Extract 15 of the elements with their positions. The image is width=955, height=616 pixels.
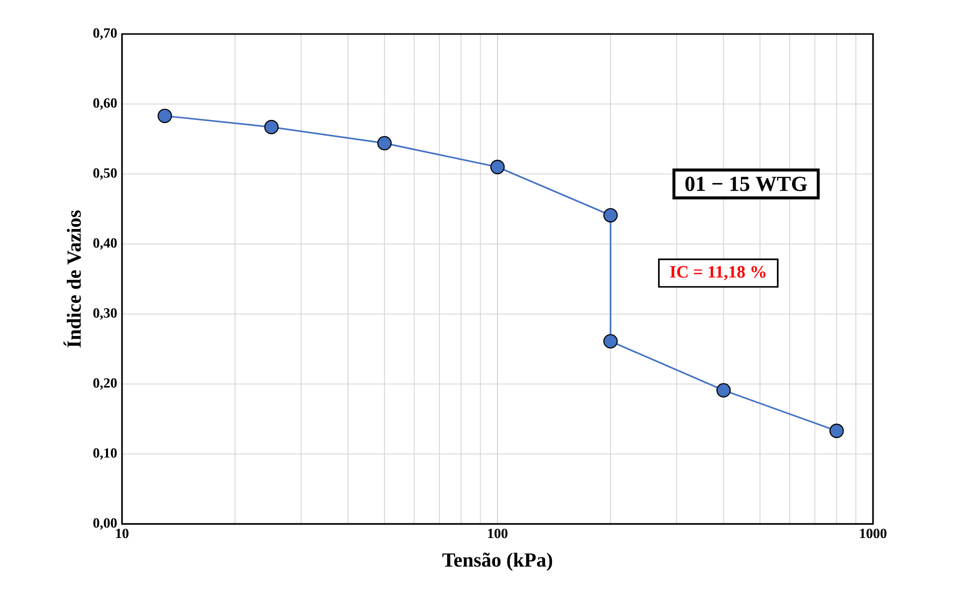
x-tick-label: 10: [116, 528, 128, 538]
annotation: 01 − 15 WTG: [685, 176, 807, 192]
y-axis-title: Índice de Vazios: [64, 210, 81, 348]
y-tick-label: 0,40: [93, 238, 117, 250]
y-tick-label: 0,00: [93, 518, 117, 530]
x-tick-label: 1000: [860, 528, 886, 538]
y-tick-label: 0,70: [93, 28, 117, 40]
y-tick-label: 0,30: [93, 308, 117, 320]
x-tick-label: 100: [488, 528, 508, 538]
y-tick-label: 0,50: [93, 168, 117, 180]
x-axis-title: Tensão (kPa): [442, 552, 552, 571]
y-tick-label: 0,10: [93, 448, 117, 460]
annotation: IC = 11,18 %: [670, 266, 766, 280]
y-tick-label: 0,60: [93, 98, 117, 110]
y-tick-label: 0,20: [93, 378, 117, 390]
